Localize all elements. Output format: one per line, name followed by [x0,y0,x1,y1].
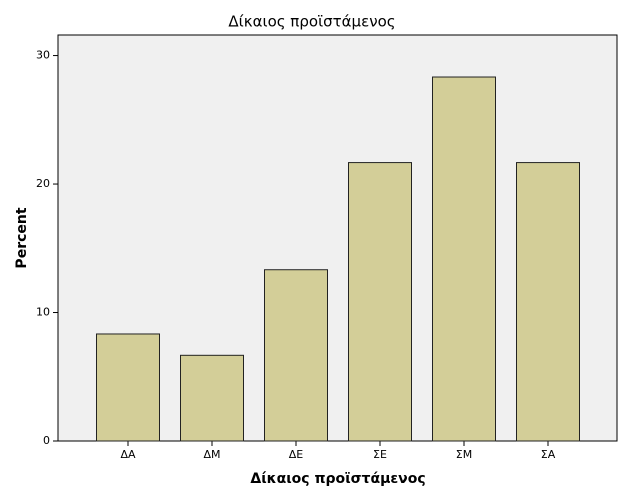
x-tick-label: ΣΑ [541,448,556,461]
x-tick-label: ΔΜ [203,448,220,461]
bar [432,76,496,442]
x-tick-label: ΣΕ [373,448,387,461]
y-tick-label: 0 [43,434,50,447]
bar [516,162,580,442]
bar [96,333,160,442]
x-tick-label: ΔΕ [289,448,304,461]
y-axis-title: Percent [14,207,30,268]
y-tick-label: 30 [36,49,50,62]
chart-title: Δίκαιος προϊστάμενος [228,13,395,31]
y-tick-label: 20 [36,177,50,190]
bar [348,162,412,442]
bar [180,354,244,442]
x-tick-label: ΔΑ [120,448,136,461]
y-tick-label: 10 [36,306,50,319]
bar [264,269,328,442]
x-axis-title: Δίκαιος προϊστάμενος [250,471,425,487]
x-tick-label: ΣΜ [456,448,472,461]
